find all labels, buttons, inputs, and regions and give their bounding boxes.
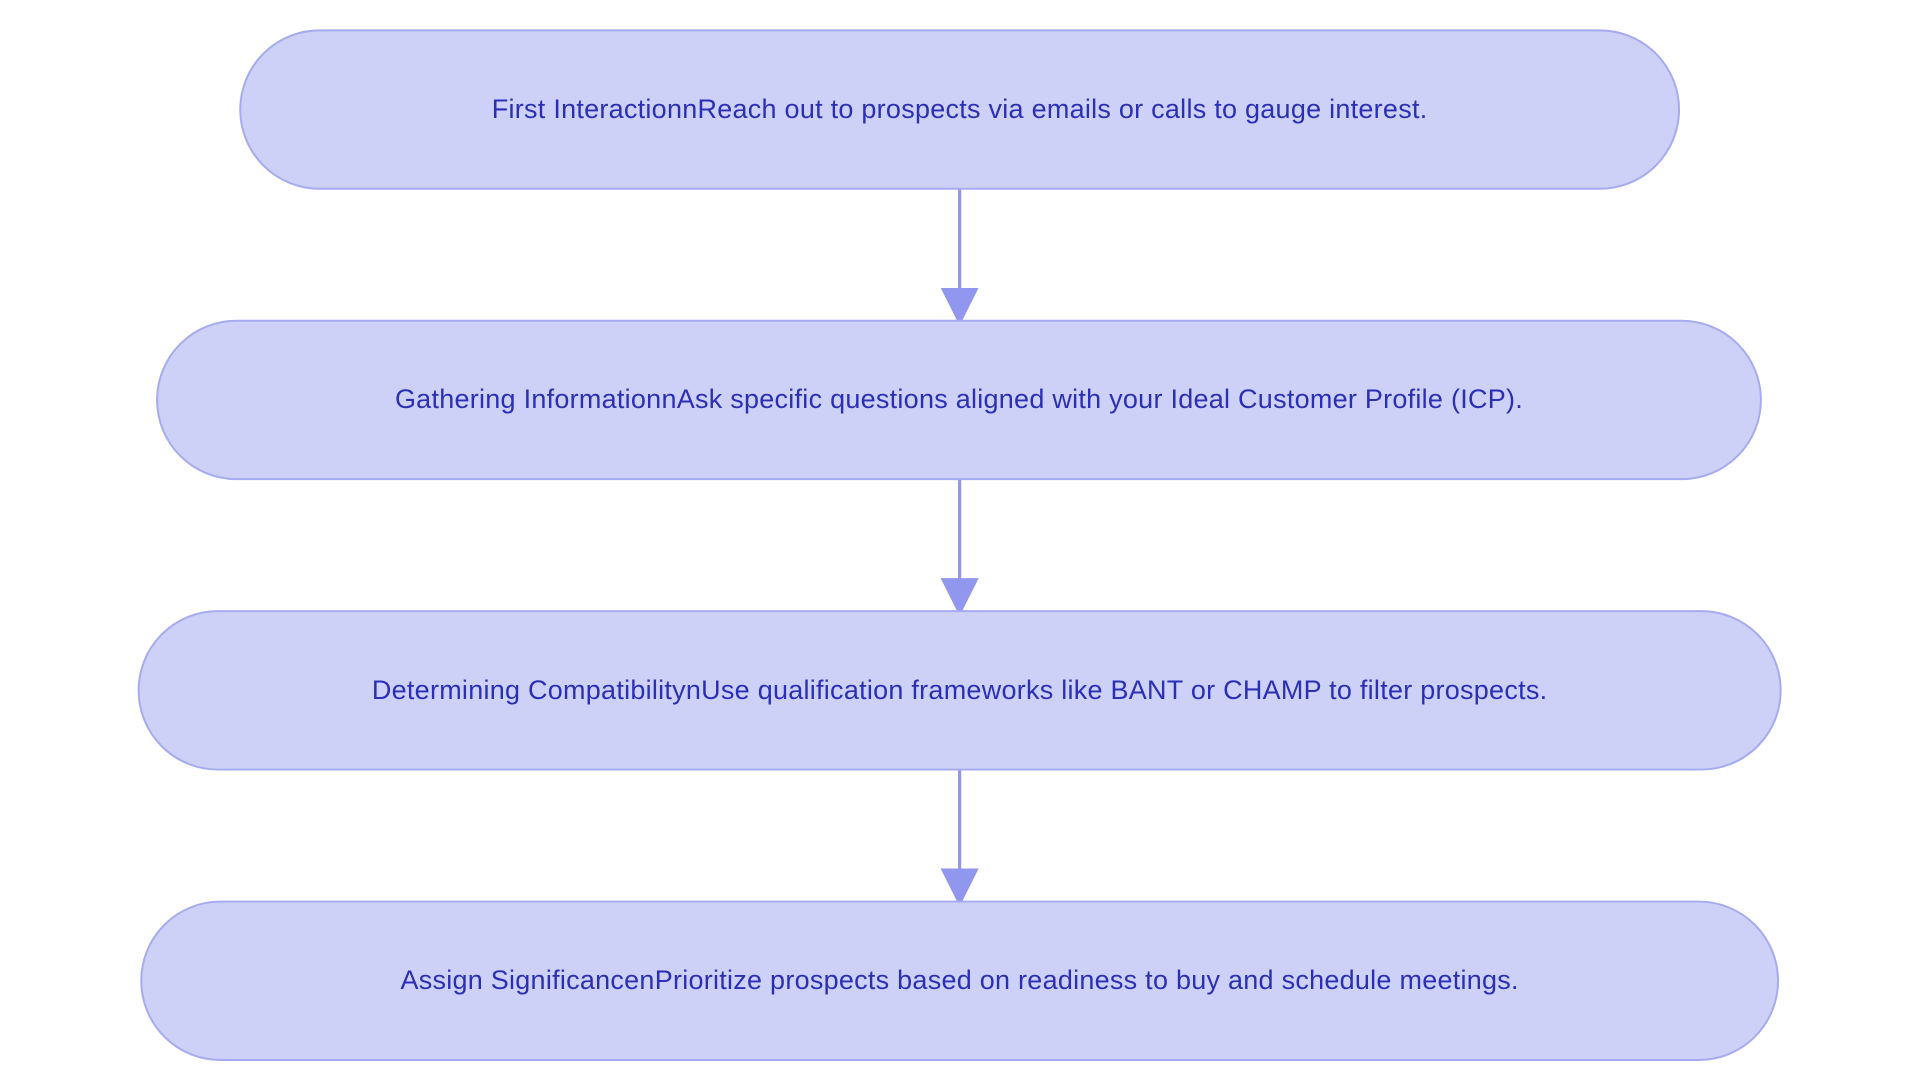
node-text: Determining CompatibilitynUse qualificat…: [372, 673, 1547, 708]
flowchart-node-label: Determining CompatibilitynUse qualificat…: [139, 611, 1781, 769]
flowchart-node-label: First InteractionnReach out to prospects…: [240, 30, 1679, 188]
node-text: Assign SignificancenPrioritize prospects…: [400, 963, 1518, 998]
text-layer: First InteractionnReach out to prospects…: [0, 0, 1920, 1083]
flowchart-container: First InteractionnReach out to prospects…: [0, 0, 1920, 1083]
flowchart-node-label: Assign SignificancenPrioritize prospects…: [141, 902, 1778, 1060]
node-text: First InteractionnReach out to prospects…: [492, 92, 1428, 127]
flowchart-node-label: Gathering InformationnAsk specific quest…: [157, 321, 1761, 479]
node-text: Gathering InformationnAsk specific quest…: [395, 382, 1523, 417]
